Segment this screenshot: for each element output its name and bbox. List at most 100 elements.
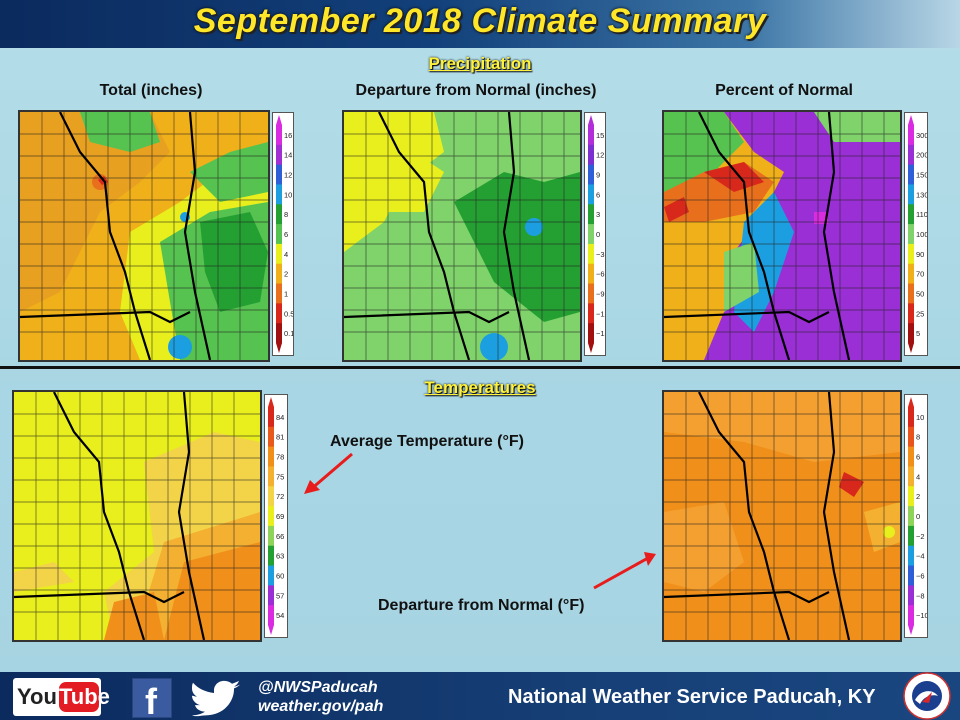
precip-percent-legend: 300 200 150 130 110 100 90 70 50 25 5 (904, 112, 928, 356)
legend-swatch (276, 323, 282, 344)
legend-tick-label: 300 (916, 131, 927, 140)
legend-tick-label: 0 (596, 230, 600, 239)
legend-swatch (908, 164, 914, 185)
legend-swatch (908, 605, 914, 626)
nws-logo-icon (903, 672, 951, 720)
facebook-letter: f (145, 681, 157, 720)
precip-departure-legend: 15 12 9 6 3 0 −3 −6 −9 −12 −15 (584, 112, 606, 356)
legend-swatch (268, 426, 274, 448)
temp-average-colorbar: 84 81 78 75 72 69 66 63 60 57 54 (268, 397, 284, 635)
legend-tick-label: 50 (916, 289, 924, 298)
legend-tick-label: 10 (284, 190, 292, 199)
legend-swatch (908, 263, 914, 285)
legend-tick-label: 15 (596, 131, 604, 140)
social-handles: @NWSPaducah weather.gov/pah (258, 678, 383, 716)
legend-swatch (276, 204, 282, 225)
legend-swatch (276, 224, 282, 245)
legend-swatch (908, 545, 914, 567)
precip-percent-map (662, 110, 902, 362)
legend-tick-label: 54 (276, 611, 284, 620)
legend-tick-label: −8 (916, 591, 925, 600)
legend-tick-label: 66 (276, 532, 284, 541)
legend-swatch (908, 323, 914, 344)
arrow-to-average-map-icon (304, 452, 353, 494)
twitter-icon[interactable] (192, 680, 242, 718)
legend-swatch (268, 446, 274, 467)
facebook-icon[interactable]: f (132, 678, 172, 720)
legend-tick-label: 6 (596, 190, 600, 199)
legend-tick-label: 2 (916, 492, 920, 501)
legend-tick-label: 72 (276, 492, 284, 501)
average-temperature-label: Average Temperature (°F) (330, 433, 525, 450)
arrow-to-departure-map-icon (593, 552, 656, 590)
website-link[interactable]: weather.gov/pah (258, 698, 384, 715)
legend-swatch (908, 303, 914, 324)
legend-tick-label: 25 (916, 309, 924, 318)
legend-tick-label: −9 (596, 289, 605, 298)
legend-arrow-top (276, 115, 282, 125)
legend-arrow-bottom (268, 625, 274, 635)
legend-tick-label: −3 (596, 250, 605, 259)
legend-tick-label: 90 (916, 250, 924, 259)
legend-swatch (908, 426, 914, 448)
legend-swatch (908, 506, 914, 527)
legend-tick-label: −10 (916, 611, 927, 620)
legend-swatch (588, 263, 594, 285)
legend-tick-label: 150 (916, 171, 927, 180)
legend-swatch (908, 184, 914, 205)
office-name: National Weather Service Paducah, KY (508, 686, 876, 708)
youtube-wordmark-tube: Tube (59, 682, 110, 712)
temp-average-legend: 84 81 78 75 72 69 66 63 60 57 54 (264, 394, 288, 638)
legend-arrow-bottom (908, 625, 914, 635)
legend-tick-label: −4 (916, 552, 925, 561)
legend-swatch (908, 204, 914, 225)
legend-tick-label: 81 (276, 433, 284, 442)
legend-tick-label: 5 (916, 329, 920, 338)
legend-swatch (588, 184, 594, 205)
legend-tick-label: 1 (284, 289, 288, 298)
legend-swatch (276, 263, 282, 285)
legend-tick-label: 0 (916, 512, 920, 521)
legend-swatch (908, 224, 914, 245)
legend-tick-label: −6 (596, 270, 605, 279)
youtube-icon[interactable]: You Tube (13, 678, 110, 716)
legend-tick-label: 100 (916, 230, 927, 239)
legend-swatch (908, 565, 914, 586)
legend-swatch (268, 407, 274, 428)
legend-tick-label: 12 (284, 171, 292, 180)
legend-swatch (588, 125, 594, 146)
legend-tick-label: 2 (284, 270, 288, 279)
legend-tick-label: 8 (284, 210, 288, 219)
legend-swatch (268, 605, 274, 626)
legend-tick-label: 9 (596, 171, 600, 180)
temp-average-map (12, 390, 262, 642)
legend-tick-label: 4 (916, 472, 920, 481)
legend-swatch (268, 545, 274, 567)
legend-swatch (588, 164, 594, 185)
legend-arrow-bottom (276, 343, 282, 353)
legend-swatch (908, 125, 914, 146)
legend-swatch (268, 506, 274, 527)
twitter-handle[interactable]: @NWSPaducah (258, 679, 378, 696)
precip-departure-map (342, 110, 582, 362)
temp-departure-legend: 10 8 6 4 2 0 −2 −4 −6 −8 −10 (904, 394, 928, 638)
legend-tick-label: 6 (916, 453, 920, 462)
legend-swatch (276, 184, 282, 205)
precip-percent-colorbar: 300 200 150 130 110 100 90 70 50 25 5 (908, 115, 927, 353)
legend-tick-label: 78 (276, 453, 284, 462)
legend-swatch (588, 323, 594, 344)
precip-total-colorbar: 16 14 12 10 8 6 4 2 1 0.5 0.1 (276, 115, 293, 353)
legend-tick-label: 84 (276, 413, 284, 422)
legend-tick-label: −6 (916, 571, 925, 580)
legend-swatch (276, 243, 282, 265)
legend-tick-label: 130 (916, 190, 927, 199)
temperatures-section-label: Temperatures (424, 378, 536, 397)
legend-swatch (268, 466, 274, 487)
legend-swatch (268, 486, 274, 507)
legend-tick-label: −2 (916, 532, 925, 541)
precip-total-map (18, 110, 270, 362)
legend-tick-label: 4 (284, 250, 288, 259)
precipitation-section-label: Precipitation (428, 54, 532, 73)
legend-swatch (908, 283, 914, 304)
legend-tick-label: 6 (284, 230, 288, 239)
